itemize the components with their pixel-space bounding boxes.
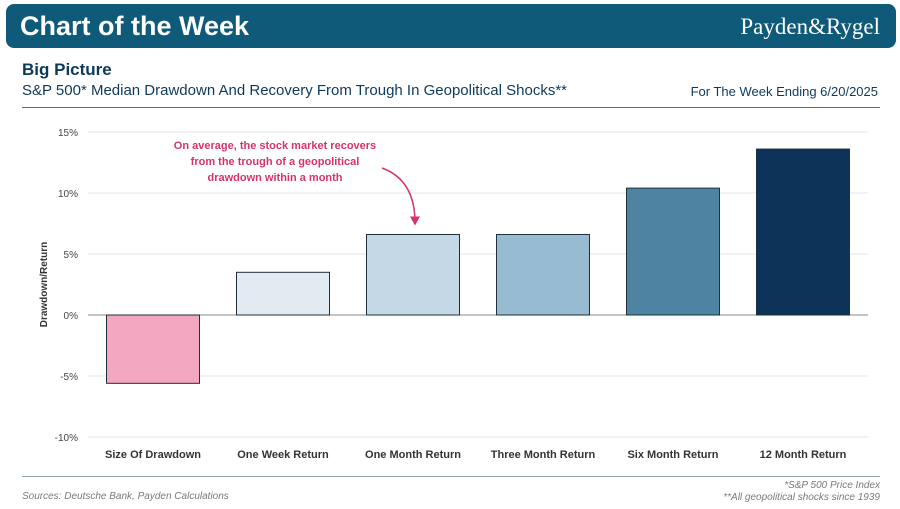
- source-note: Sources: Deutsche Bank, Payden Calculati…: [22, 491, 229, 502]
- footer-divider: [22, 476, 880, 477]
- chart-subtitle: S&P 500* Median Drawdown And Recovery Fr…: [22, 82, 568, 99]
- header-divider: [22, 107, 880, 108]
- bar: [106, 314, 200, 384]
- y-tick-label: 0%: [64, 311, 79, 322]
- y-tick-label: 15%: [58, 128, 78, 139]
- y-axis-label: Drawdown/Return: [39, 242, 50, 328]
- annotation-text: drawdown within a month: [207, 172, 342, 184]
- y-tick-label: 10%: [58, 189, 78, 200]
- bar: [236, 271, 330, 316]
- y-tick-label: -5%: [60, 372, 78, 383]
- bar-chart: -10% -5% 0% 5% 10% 15% Drawdown/Return Size Of …: [39, 128, 868, 461]
- annotation-arrowhead: [410, 216, 420, 226]
- banner-title: Chart of the Week: [20, 11, 250, 41]
- brand-logo-text: Payden&Rygel: [740, 14, 880, 39]
- footnote-sp500: *S&P 500 Price Index: [784, 480, 880, 491]
- y-tick-label: -10%: [55, 433, 78, 444]
- annotation-text: On average, the stock market recovers: [174, 140, 376, 152]
- x-tick-label: Six Month Return: [627, 449, 718, 461]
- x-tick-label: One Week Return: [237, 449, 329, 461]
- y-tick-label: 5%: [64, 250, 79, 261]
- annotation-arrow: [381, 167, 416, 223]
- annotation-text: from the trough of a geopolitical: [191, 156, 360, 168]
- section-title: Big Picture: [22, 60, 112, 79]
- x-tick-label: Three Month Return: [491, 449, 596, 461]
- x-tick-label: Size Of Drawdown: [105, 449, 201, 461]
- bar: [366, 233, 460, 316]
- footnote-shocks: **All geopolitical shocks since 1939: [723, 492, 880, 503]
- bar: [496, 233, 590, 316]
- x-tick-label: One Month Return: [365, 449, 461, 461]
- header-banner: Chart of the Week Payden&Rygel: [6, 4, 896, 48]
- x-tick-label: 12 Month Return: [760, 449, 847, 461]
- bar: [626, 187, 720, 316]
- week-ending-label: For The Week Ending 6/20/2025: [690, 84, 878, 99]
- bar: [756, 148, 850, 316]
